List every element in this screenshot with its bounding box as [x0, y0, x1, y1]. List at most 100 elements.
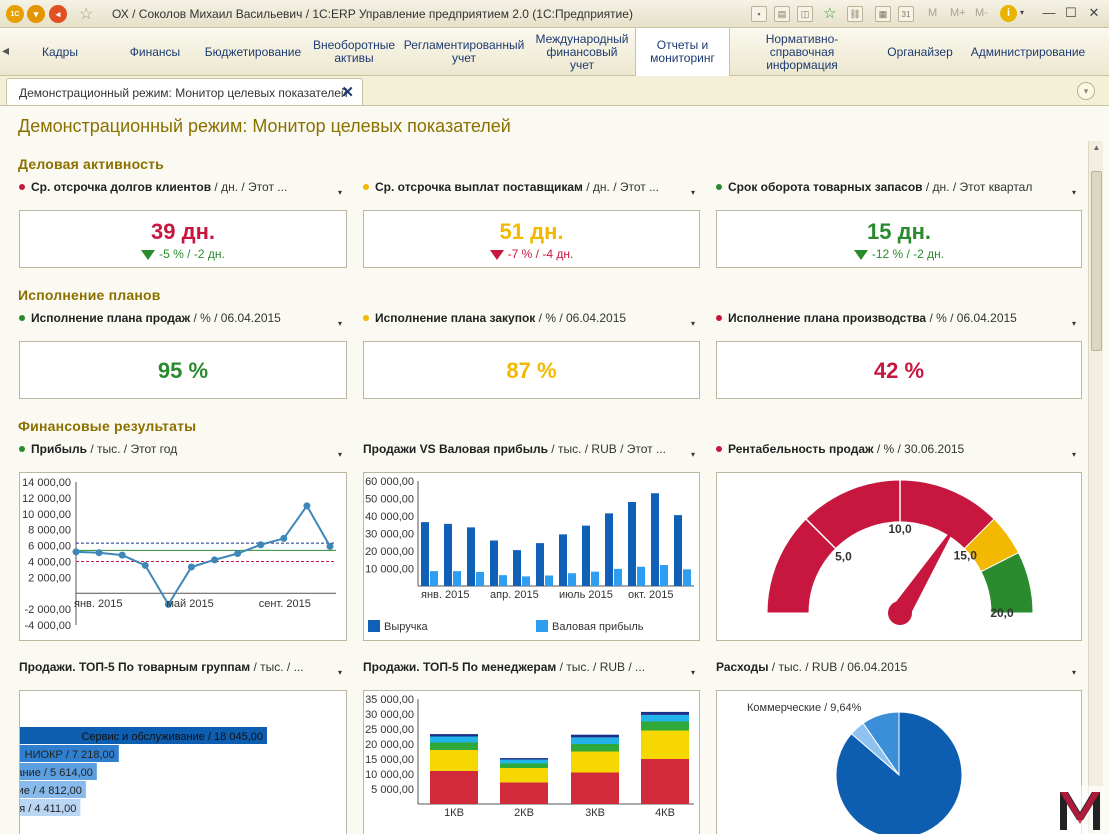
scroll-thumb[interactable]	[1091, 171, 1102, 351]
legend-label: Валовая прибыль	[552, 621, 644, 633]
widget-menu-icon[interactable]: ▾	[338, 668, 343, 677]
section-reference-info[interactable]: Нормативно-справочная информация	[765, 31, 839, 72]
x-tick-label: янв. 2015	[421, 589, 469, 601]
history-icon[interactable]: ◂	[49, 5, 67, 23]
trend-down-icon	[489, 249, 504, 260]
status-dot	[19, 314, 25, 321]
status-dot	[716, 183, 722, 190]
widget-menu-icon[interactable]: ▾	[1072, 450, 1077, 459]
calculator-icon[interactable]: ▦	[875, 6, 891, 22]
kpi-value: 95 %	[157, 358, 209, 383]
widget-production-plan-header[interactable]: Исполнение плана производства / % / 06.0…	[716, 311, 1066, 325]
bar-gross-profit	[453, 571, 461, 586]
widget-menu-icon[interactable]: ▾	[691, 319, 696, 328]
expenses-pie-chart: Коммерческие / 9,64%Т... ...1С	[747, 702, 963, 834]
widget-menu-icon[interactable]: ▾	[691, 668, 696, 677]
preview-icon[interactable]: ◫	[797, 6, 813, 22]
tab-close-icon[interactable]: ✕	[341, 84, 354, 101]
y-tick-label: 35 000,00	[365, 694, 414, 706]
section-regulated-accounting[interactable]: Регламентированный учет	[403, 38, 525, 65]
widget-menu-icon[interactable]: ▾	[691, 188, 696, 197]
kpi-value: 15 дн.	[867, 219, 931, 244]
1c-logo-icon[interactable]: 1С	[6, 5, 24, 23]
stacked-bar-segment	[641, 711, 689, 715]
stacked-bar-segment	[500, 768, 548, 783]
info-dropdown-icon[interactable]: ▾	[1020, 8, 1025, 17]
save-icon[interactable]: ▪	[751, 6, 767, 22]
stacked-bar-segment	[571, 751, 619, 773]
widget-payables-header[interactable]: Ср. отсрочка выплат поставщикам / дн. / …	[363, 180, 683, 194]
status-dot	[716, 314, 722, 321]
data-point	[118, 551, 126, 559]
scroll-up-icon[interactable]: ▲	[1092, 143, 1101, 152]
chart-panel-top-groups: Сервис и обслуживание / 18 045,00 НИОКР /…	[0, 690, 347, 834]
bar-revenue	[651, 493, 659, 586]
widget-inventory-header[interactable]: Срок оборота товарных запасов / дн. / Эт…	[716, 180, 1066, 194]
maximize-icon[interactable]: ☐	[1065, 5, 1077, 20]
calendar-icon[interactable]: 31	[898, 6, 914, 22]
info-icon[interactable]: i	[1000, 5, 1017, 22]
widget-expenses-header[interactable]: Расходы / тыс. / RUB / 06.04.2015	[716, 660, 908, 674]
section-organizer[interactable]: Органайзер	[887, 44, 953, 59]
widget-receivables-header[interactable]: Ср. отсрочка долгов клиентов / дн. / Это…	[19, 180, 339, 194]
y-tick-label: 10 000,00	[22, 509, 71, 521]
stacked-bar-segment	[430, 734, 478, 737]
y-tick-label: 5 000,00	[371, 784, 414, 796]
widget-sales-vs-header[interactable]: Продажи VS Валовая прибыль / тыс. / RUB …	[363, 442, 666, 456]
kpi-panel-sales-plan: 95 %	[19, 341, 347, 399]
section-hr[interactable]: Кадры	[42, 44, 78, 59]
kpi-delta: -7 % / -4 дн.	[364, 247, 699, 261]
tab-monitor[interactable]: Демонстрационный режим: Монитор целевых …	[6, 78, 363, 106]
section-finance[interactable]: Финансы	[129, 44, 181, 59]
close-icon[interactable]: ✕	[1088, 5, 1100, 20]
y-tick-label: 15 000,00	[365, 754, 414, 766]
bar-group	[20, 745, 119, 762]
section-reports-monitoring[interactable]: Отчеты и мониторинг	[635, 28, 730, 76]
dropdown-icon[interactable]: ▾	[27, 5, 45, 23]
sections-panel: ◂ Кадры Финансы Бюджетирование Внеоборот…	[0, 28, 1109, 76]
memory-subtract-button[interactable]: M-	[975, 7, 988, 19]
widget-top-groups-header[interactable]: Продажи. ТОП-5 По товарным группам / тыс…	[19, 660, 304, 674]
widget-profitability-header[interactable]: Рентабельность продаж / % / 30.06.2015	[716, 442, 1066, 456]
section-administration[interactable]: Администрирование	[970, 44, 1086, 59]
scroll-left-icon[interactable]: ◂	[2, 42, 10, 58]
bar-group	[20, 727, 267, 744]
section-budgeting[interactable]: Бюджетирование	[204, 44, 302, 59]
stacked-bar-segment	[430, 771, 478, 804]
trend-down-icon	[141, 249, 156, 260]
widget-menu-icon[interactable]: ▾	[338, 188, 343, 197]
add-favorite-icon[interactable]: ☆	[823, 5, 837, 22]
widget-profit-header[interactable]: Прибыль / тыс. / Этот год	[19, 442, 339, 456]
widget-menu-icon[interactable]: ▾	[1072, 188, 1077, 197]
kpi-panel-payables: 51 дн. -7 % / -4 дн.	[363, 210, 700, 268]
widget-menu-icon[interactable]: ▾	[691, 450, 696, 459]
legend-swatch	[536, 620, 548, 632]
link-icon[interactable]: ⛓	[847, 6, 863, 22]
widget-menu-icon[interactable]: ▾	[338, 450, 343, 459]
section-ifrs[interactable]: Международный финансовый учет	[535, 31, 629, 72]
bar-revenue	[444, 523, 452, 586]
vertical-scrollbar[interactable]: ▲	[1088, 141, 1103, 834]
bar-label: Спецоборудование / 5 614,00	[20, 767, 93, 779]
data-point	[326, 542, 334, 550]
widget-sales-plan-header[interactable]: Исполнение плана продаж / % / 06.04.2015	[19, 311, 339, 325]
stacked-bar-segment	[500, 758, 548, 760]
favorites-star-icon[interactable]: ☆	[79, 6, 94, 23]
widget-top-managers-header[interactable]: Продажи. ТОП-5 По менеджерам / тыс. / RU…	[363, 660, 646, 674]
app-title: ОХ / Соколов Михаил Васильевич / 1С:ERP …	[112, 7, 633, 21]
tabs-menu-icon[interactable]: ▾	[1077, 82, 1095, 100]
data-point	[234, 550, 242, 557]
gauge-tick	[805, 518, 837, 550]
widget-purchase-plan-header[interactable]: Исполнение плана закупок / % / 06.04.201…	[363, 311, 683, 325]
minimize-icon[interactable]: —	[1042, 5, 1056, 20]
widget-menu-icon[interactable]: ▾	[1072, 319, 1077, 328]
widget-menu-icon[interactable]: ▾	[338, 319, 343, 328]
kpi-value: 51 дн.	[499, 219, 564, 244]
bar-label: НИОКР / 7 218,00	[25, 749, 115, 761]
section-fixed-assets[interactable]: Внеоборотные активы	[312, 38, 396, 65]
widget-menu-icon[interactable]: ▾	[1072, 668, 1077, 677]
y-tick-label: 2 000,00	[28, 572, 71, 584]
memory-button[interactable]: M	[928, 7, 938, 19]
memory-add-button[interactable]: M+	[950, 7, 966, 19]
print-icon[interactable]: ▤	[774, 6, 790, 22]
